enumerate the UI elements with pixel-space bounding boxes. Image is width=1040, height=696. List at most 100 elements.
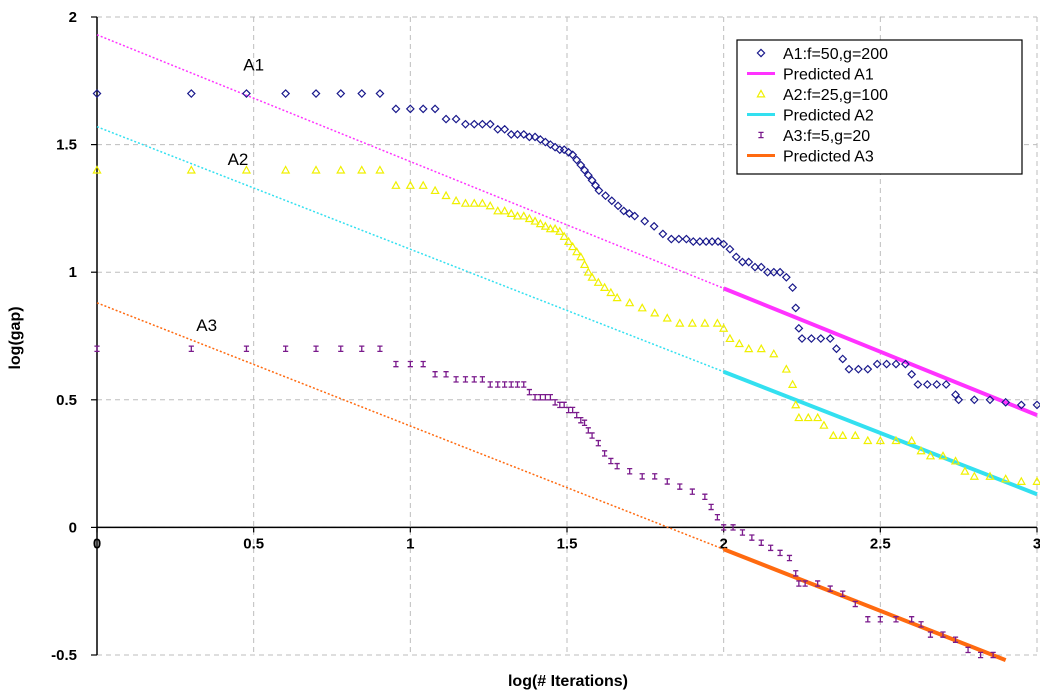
data-point	[695, 237, 705, 247]
data-point	[502, 381, 508, 388]
data-point	[506, 129, 516, 139]
data-point	[281, 165, 291, 174]
data-point	[816, 334, 826, 344]
data-point	[749, 534, 755, 541]
legend: A1:f=50,g=200 Predicted A1 A2:f=25,g=100 Pr…	[736, 39, 1023, 175]
data-point	[978, 651, 984, 659]
data-point	[359, 345, 365, 353]
legend-marker-swatch	[758, 131, 764, 139]
data-point	[877, 616, 883, 623]
data-point	[506, 208, 516, 217]
data-point	[563, 236, 574, 246]
data-point	[725, 244, 735, 254]
data-point	[512, 211, 523, 220]
data-point	[786, 554, 793, 562]
data-point	[462, 376, 469, 383]
data-point	[537, 393, 543, 401]
data-point	[593, 277, 603, 286]
data-point	[1032, 476, 1040, 485]
data-point	[637, 303, 647, 312]
data-point	[985, 471, 995, 480]
data-point	[469, 119, 479, 129]
data-point	[487, 381, 493, 388]
y-tick-label: 2	[69, 9, 77, 26]
data-point	[564, 147, 574, 157]
data-point	[92, 89, 102, 99]
data-point	[940, 631, 946, 638]
data-point	[357, 165, 367, 174]
data-point	[535, 135, 545, 144]
data-point	[950, 456, 961, 465]
data-point	[418, 104, 428, 114]
data-point	[535, 218, 545, 228]
data-point	[595, 439, 601, 447]
data-point	[578, 416, 584, 424]
data-point	[521, 381, 527, 388]
data-point	[960, 466, 970, 475]
data-point	[756, 343, 766, 353]
data-point	[952, 636, 959, 643]
data-point	[730, 524, 736, 531]
data-point	[405, 180, 415, 189]
predicted-line-solid	[722, 369, 1038, 497]
y-tick-label: 0	[69, 519, 77, 536]
data-point	[375, 165, 385, 174]
data-point	[1032, 400, 1040, 410]
data-point	[608, 457, 614, 465]
series-annotation: A3	[196, 316, 217, 335]
data-point	[850, 430, 860, 440]
data-point	[664, 478, 670, 485]
data-point	[777, 549, 783, 557]
data-point	[601, 191, 610, 201]
data-point	[460, 198, 471, 207]
data-point	[461, 119, 470, 129]
data-point	[583, 267, 593, 276]
data-point	[768, 544, 774, 552]
data-point	[485, 201, 495, 210]
data-point	[758, 539, 764, 546]
x-tick-label: 0	[93, 535, 101, 552]
predicted-line-dotted	[96, 126, 724, 373]
y-tick-label: -0.5	[51, 647, 77, 664]
data-point	[969, 395, 979, 405]
data-point	[513, 129, 522, 139]
data-point	[576, 252, 586, 261]
x-tick-label: 1.5	[557, 535, 578, 552]
legend-marker-swatch	[756, 89, 766, 98]
data-point	[530, 216, 540, 225]
legend-entry-label: A3:f=5,g=20	[783, 128, 870, 145]
data-point	[625, 297, 635, 307]
data-point	[242, 89, 251, 99]
data-point	[188, 345, 194, 353]
data-point	[420, 360, 426, 368]
data-point	[614, 462, 620, 470]
data-point	[793, 570, 799, 577]
legend-entry-label: A1:f=50,g=200	[783, 46, 888, 63]
data-point	[769, 349, 779, 358]
data-point	[838, 354, 848, 364]
data-point	[938, 451, 948, 460]
data-point	[469, 198, 479, 207]
legend-entry-label: Predicted A1	[783, 67, 874, 84]
legend-entry-label: Predicted A3	[783, 149, 874, 166]
data-point	[828, 430, 838, 440]
data-point	[925, 451, 936, 460]
data-point	[479, 376, 485, 383]
data-point	[707, 237, 717, 247]
data-point	[891, 435, 901, 445]
data-point	[721, 524, 727, 531]
data-point	[825, 334, 835, 344]
x-tick-label: 3	[1033, 535, 1040, 552]
predicted-lines	[96, 34, 1038, 662]
data-point	[932, 380, 942, 389]
data-point	[587, 272, 597, 281]
data-point	[526, 388, 532, 396]
data-point	[838, 430, 848, 440]
data-point	[583, 170, 593, 180]
data-point	[443, 371, 449, 378]
data-point	[734, 338, 744, 348]
legend-marker-swatch	[756, 48, 766, 58]
data-point	[451, 114, 461, 124]
data-point	[662, 313, 672, 322]
data-point	[791, 400, 801, 409]
